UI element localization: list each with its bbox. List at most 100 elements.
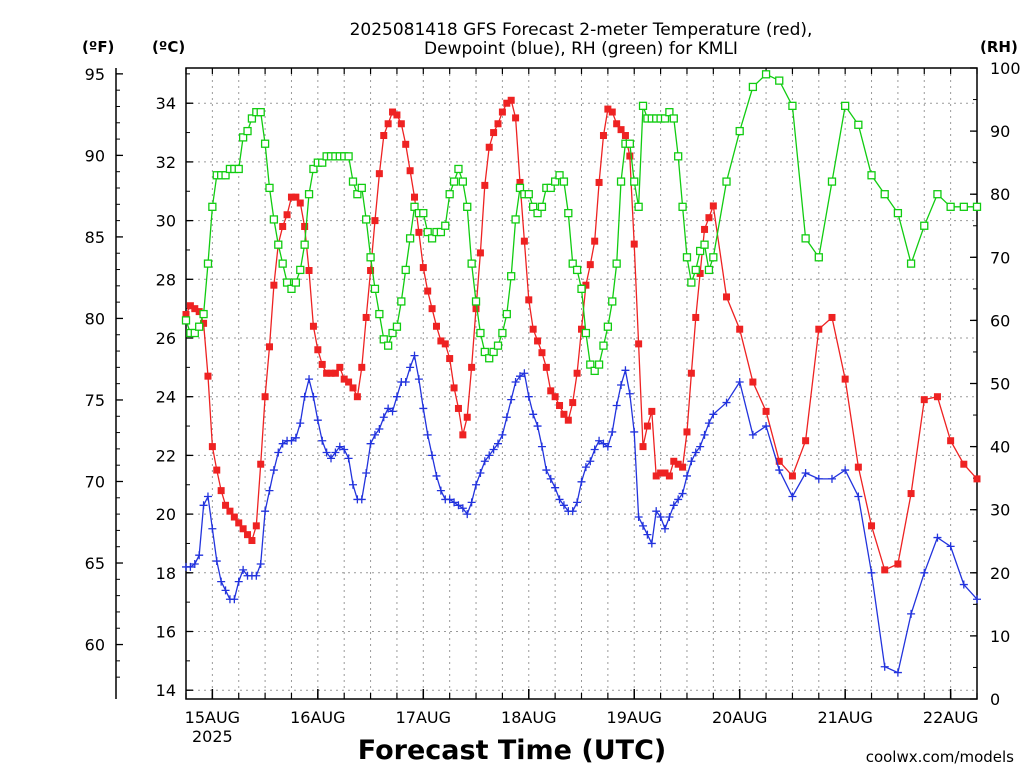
rh-point — [599, 341, 608, 350]
x-tick-sublabel: 2025 — [192, 727, 233, 746]
temperature-point — [336, 363, 344, 371]
chart-title-line2: Dewpoint (blue), RH (green) for KMLI — [424, 39, 738, 59]
rh-point — [572, 265, 582, 275]
x-tick-label: 22AUG — [923, 708, 978, 727]
rh-point — [612, 259, 621, 268]
temperature-point — [542, 363, 550, 371]
dewpoint-point — [722, 398, 731, 407]
temperature-point — [687, 369, 695, 377]
rh-point — [880, 190, 889, 199]
rh-point — [972, 202, 982, 211]
dewpoint-point — [287, 436, 296, 445]
dewpoint-point — [344, 454, 353, 463]
rh-point — [608, 297, 617, 306]
dewpoint-point — [450, 498, 459, 507]
rh-point — [476, 328, 485, 338]
dewpoint-point — [559, 501, 568, 510]
x-tick-label: 15AUG — [185, 708, 240, 727]
dewpoint-point — [269, 466, 278, 475]
fahrenheit-unit-label: (ºF) — [82, 38, 114, 56]
rh-tick-label: 100 — [990, 59, 1021, 78]
rh-point — [959, 202, 968, 211]
x-tick-label: 17AUG — [396, 708, 451, 727]
temperature-point — [815, 325, 823, 333]
rh-point — [405, 234, 415, 243]
temperature-point — [208, 443, 216, 451]
temperature-point — [648, 407, 656, 415]
dewpoint-point — [507, 395, 516, 404]
temperature-point — [560, 410, 568, 418]
temperature-point — [463, 413, 471, 421]
rh-point — [933, 190, 942, 199]
temperature-point — [582, 281, 590, 289]
temperature-point — [705, 214, 713, 222]
dewpoint-point — [625, 389, 634, 398]
rh-point — [722, 177, 731, 186]
rh-point — [687, 278, 696, 287]
temperature-point — [485, 143, 493, 151]
dewpoint-point — [599, 439, 608, 448]
temperature-point — [437, 337, 445, 345]
rh-point — [625, 139, 634, 148]
temperature-point — [547, 387, 555, 395]
dewpoint-point — [419, 404, 428, 413]
x-tick-label: 21AUG — [817, 708, 872, 727]
temperature-point — [283, 211, 291, 219]
dewpoint-point — [700, 430, 709, 439]
temperature-point — [670, 457, 678, 465]
fahrenheit-tick-label: 90 — [85, 146, 105, 165]
dewpoint-point — [801, 469, 810, 478]
dewpoint-point — [278, 439, 287, 448]
temperature-point — [279, 222, 287, 230]
dewpoint-point — [551, 483, 560, 492]
dewpoint-point — [630, 427, 639, 436]
temperature-point — [516, 178, 524, 186]
dewpoint-point — [814, 474, 823, 483]
rh-point — [458, 177, 468, 186]
rh-point — [243, 126, 252, 136]
temperature-point — [375, 170, 383, 178]
temperature-point — [749, 378, 757, 386]
temperature-point — [182, 311, 190, 319]
celsius-tick-label: 16 — [156, 622, 176, 641]
temperature-point — [472, 305, 480, 313]
temperature-point — [327, 369, 335, 377]
dewpoint-point — [221, 586, 230, 595]
dewpoint-point — [542, 466, 551, 475]
temperature-point — [265, 343, 273, 351]
temperature-point — [503, 99, 511, 107]
rh-point — [463, 202, 472, 211]
rh-point — [678, 202, 687, 211]
dewpoint-point — [489, 445, 498, 454]
temperature-point — [578, 325, 585, 333]
temperature-point — [428, 305, 436, 313]
rh-point — [195, 322, 204, 331]
temperature-point — [411, 193, 419, 201]
dewpoint-point — [432, 471, 441, 480]
temperature-point — [569, 399, 577, 407]
rh-tick-label: 60 — [990, 311, 1010, 330]
rh-point — [401, 265, 410, 275]
dewpoint-point — [186, 562, 195, 571]
celsius-tick-label: 22 — [156, 446, 176, 465]
dewpoint-point — [436, 486, 445, 495]
temperature-point — [674, 460, 682, 468]
dewpoint-point — [665, 513, 674, 522]
fahrenheit-tick-label: 95 — [85, 65, 105, 84]
temperature-point — [191, 305, 199, 313]
temperature-point — [538, 349, 546, 357]
temperature-point — [345, 378, 353, 386]
temperature-point — [454, 404, 462, 412]
rh-point — [423, 227, 432, 237]
temperature-point — [775, 457, 783, 465]
series-dewpoint — [182, 351, 981, 677]
dewpoint-point — [762, 422, 771, 431]
dewpoint-point — [366, 439, 375, 448]
rh-point — [735, 126, 744, 136]
temperature-point — [296, 199, 304, 207]
temperature-point — [591, 237, 599, 245]
temperature-point — [389, 108, 397, 116]
temperature-point — [441, 340, 449, 348]
dewpoint-point — [660, 524, 669, 533]
dewpoint-point — [920, 568, 929, 577]
